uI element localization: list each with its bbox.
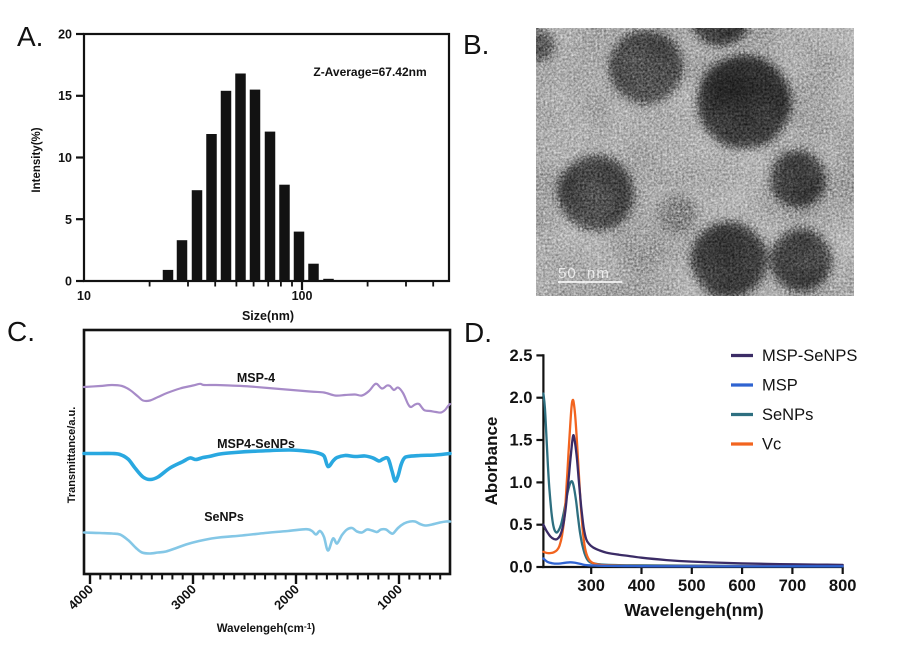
svg-text:2.0: 2.0 bbox=[509, 389, 532, 407]
svg-text:2000: 2000 bbox=[271, 582, 302, 613]
svg-text:10: 10 bbox=[77, 289, 91, 303]
svg-text:5: 5 bbox=[65, 213, 72, 227]
svg-text:500: 500 bbox=[678, 577, 706, 595]
svg-text:400: 400 bbox=[628, 577, 656, 595]
svg-text:3000: 3000 bbox=[168, 582, 199, 613]
svg-text:2.5: 2.5 bbox=[509, 347, 532, 365]
svg-text:MSP-4: MSP-4 bbox=[237, 371, 275, 385]
svg-text:1.0: 1.0 bbox=[509, 474, 532, 492]
svg-text:20: 20 bbox=[58, 28, 72, 42]
svg-text:A.: A. bbox=[17, 21, 43, 52]
svg-text:B.: B. bbox=[463, 29, 489, 60]
svg-text:4000: 4000 bbox=[65, 582, 96, 613]
svg-text:700: 700 bbox=[779, 577, 807, 595]
svg-text:1.5: 1.5 bbox=[509, 432, 532, 450]
svg-text:Aborbance: Aborbance bbox=[482, 417, 501, 506]
svg-text:1000: 1000 bbox=[374, 582, 405, 613]
svg-text:0: 0 bbox=[65, 275, 72, 289]
svg-text:D.: D. bbox=[464, 317, 492, 348]
svg-text:300: 300 bbox=[577, 577, 605, 595]
svg-text:SeNPs: SeNPs bbox=[204, 510, 244, 524]
svg-text:Intensity(%): Intensity(%) bbox=[31, 127, 43, 192]
svg-text:Z-Average=67.42nm: Z-Average=67.42nm bbox=[313, 65, 426, 79]
svg-text:15: 15 bbox=[58, 89, 72, 103]
svg-text:600: 600 bbox=[728, 577, 756, 595]
svg-text:Size(nm): Size(nm) bbox=[242, 309, 294, 323]
svg-text:SeNPs: SeNPs bbox=[762, 406, 813, 424]
svg-text:Vc: Vc bbox=[762, 436, 781, 454]
svg-text:MSP4-SeNPs: MSP4-SeNPs bbox=[217, 437, 295, 451]
svg-text:10: 10 bbox=[58, 151, 72, 165]
svg-text:100: 100 bbox=[292, 289, 313, 303]
svg-text:0.0: 0.0 bbox=[509, 559, 532, 577]
svg-text:Wavelengeh(nm): Wavelengeh(nm) bbox=[624, 600, 763, 620]
svg-text:Transmittance/a.u.: Transmittance/a.u. bbox=[66, 407, 78, 504]
svg-text:MSP: MSP bbox=[762, 377, 798, 395]
svg-text:Wavelengeh(cm-1): Wavelengeh(cm-1) bbox=[217, 621, 316, 635]
svg-text:C.: C. bbox=[7, 316, 35, 347]
svg-text:800: 800 bbox=[829, 577, 857, 595]
svg-text:0.5: 0.5 bbox=[509, 516, 532, 534]
svg-text:MSP-SeNPS: MSP-SeNPS bbox=[762, 347, 857, 365]
